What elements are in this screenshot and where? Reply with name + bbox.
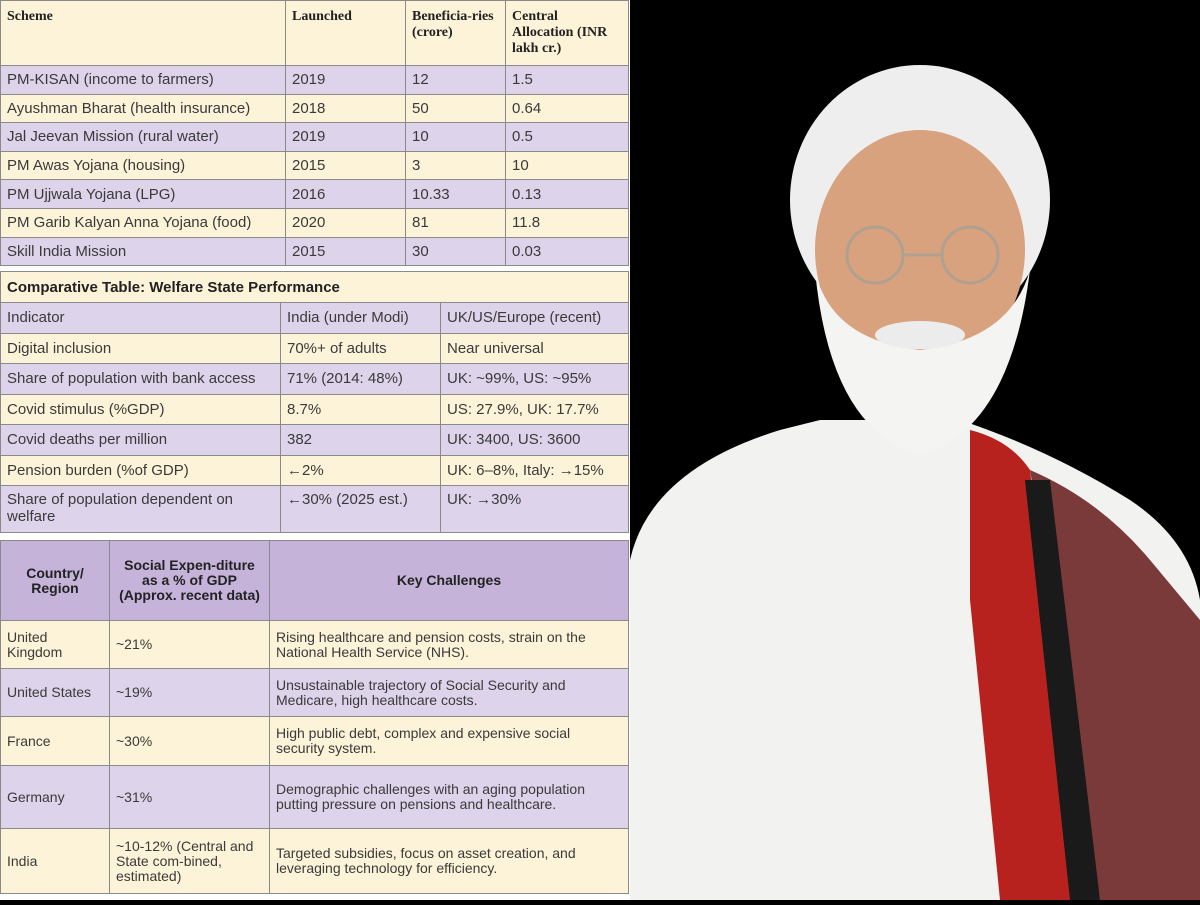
- table-row: Germany ~31% Demographic challenges with a…: [0, 765, 629, 829]
- scheme-cell: PM-KISAN (income to farmers): [0, 65, 286, 95]
- social-expenditure-table: Country/ Region Social Expen-diture as a…: [0, 540, 629, 894]
- allocation-cell: 0.13: [505, 179, 629, 209]
- indicator-cell: Covid stimulus (%GDP): [0, 393, 281, 425]
- western-cell: Near universal: [439, 332, 630, 364]
- allocation-cell: 0.64: [505, 93, 629, 124]
- challenges-cell: Demographic challenges with an aging pop…: [269, 765, 629, 829]
- table-row: Ayushman Bharat (health insurance) 2018 50…: [0, 93, 629, 124]
- table-row: United Kingdom ~21% Rising healthcare and …: [0, 620, 629, 669]
- indicator-cell: Share of population with bank access: [0, 363, 281, 395]
- table-title: Comparative Table: Welfare State Perform…: [0, 271, 630, 303]
- beneficiaries-cell: 10: [405, 122, 506, 152]
- country-cell: United States: [0, 668, 110, 717]
- challenges-cell: High public debt, complex and expensive …: [269, 716, 629, 766]
- expenditure-cell: ~30%: [109, 716, 270, 766]
- table-header-row: Indicator India (under Modi) UK/US/Europ…: [0, 302, 630, 334]
- india-cell: 8.7%: [280, 393, 441, 425]
- table-row: India ~10-12% (Central and State com-bine…: [0, 828, 629, 894]
- india-cell: 382: [280, 424, 441, 456]
- launched-cell: 2019: [285, 122, 406, 152]
- indicator-cell: Pension burden (%of GDP): [0, 454, 281, 486]
- allocation-cell: 1.5: [505, 65, 629, 95]
- beneficiaries-cell: 81: [405, 207, 506, 238]
- western-cell: US: 27.9%, UK: 17.7%: [439, 393, 630, 425]
- column-header: Launched: [285, 0, 406, 66]
- scheme-cell: PM Awas Yojana (housing): [0, 150, 286, 181]
- comparative-table: Comparative Table: Welfare State Perform…: [0, 271, 630, 533]
- launched-cell: 2018: [285, 93, 406, 124]
- challenges-cell: Unsustainable trajectory of Social Secur…: [269, 668, 629, 717]
- table-row: PM Awas Yojana (housing) 2015 3 10: [0, 150, 629, 181]
- challenges-cell: Targeted subsidies, focus on asset creat…: [269, 828, 629, 894]
- expenditure-cell: ~21%: [109, 620, 270, 669]
- expenditure-cell: ~10-12% (Central and State com-bined, es…: [109, 828, 270, 894]
- western-cell: UK: →30%: [439, 485, 630, 533]
- challenges-cell: Rising healthcare and pension costs, str…: [269, 620, 629, 669]
- western-cell: UK: 6–8%, Italy: →15%: [439, 454, 630, 486]
- scheme-cell: PM Ujjwala Yojana (LPG): [0, 179, 286, 209]
- beneficiaries-cell: 30: [405, 236, 506, 267]
- column-header: UK/US/Europe (recent): [439, 302, 630, 334]
- column-header: Country/ Region: [0, 540, 110, 621]
- launched-cell: 2015: [285, 150, 406, 181]
- launched-cell: 2020: [285, 207, 406, 238]
- india-cell: 70%+ of adults: [280, 332, 441, 364]
- column-header: Beneficia-ries (crore): [405, 0, 506, 66]
- table-row: PM-KISAN (income to farmers) 2019 12 1.5: [0, 65, 629, 95]
- table-row: Skill India Mission 2015 30 0.03: [0, 236, 629, 267]
- launched-cell: 2016: [285, 179, 406, 209]
- table-row: Pension burden (%of GDP) ←2% UK: 6–8%, Ita…: [0, 454, 630, 486]
- expenditure-cell: ~31%: [109, 765, 270, 829]
- indicator-cell: Covid deaths per million: [0, 424, 281, 456]
- schemes-table: Scheme Launched Beneficia-ries (crore) C…: [0, 0, 629, 267]
- country-cell: Germany: [0, 765, 110, 829]
- beneficiaries-cell: 12: [405, 65, 506, 95]
- western-cell: UK: 3400, US: 3600: [439, 424, 630, 456]
- table-header-row: Country/ Region Social Expen-diture as a…: [0, 540, 629, 621]
- india-cell: ←30% (2025 est.): [280, 485, 441, 533]
- beneficiaries-cell: 3: [405, 150, 506, 181]
- column-header: Key Challenges: [269, 540, 629, 621]
- table-row: Digital inclusion 70%+ of adults Near univ…: [0, 332, 630, 364]
- portrait-photo: [630, 0, 1200, 900]
- table-row: Covid stimulus (%GDP) 8.7% US: 27.9%, UK: …: [0, 393, 630, 425]
- table-row: PM Ujjwala Yojana (LPG) 2016 10.33 0.13: [0, 179, 629, 209]
- column-header: Social Expen-diture as a % of GDP (Appro…: [109, 540, 270, 621]
- scheme-cell: Skill India Mission: [0, 236, 286, 267]
- indicator-cell: Digital inclusion: [0, 332, 281, 364]
- column-header: Central Allocation (INR lakh cr.): [505, 0, 629, 66]
- portrait-image: [630, 65, 1200, 900]
- expenditure-cell: ~19%: [109, 668, 270, 717]
- indicator-cell: Share of population dependent on welfare: [0, 485, 281, 533]
- table-row: Share of population dependent on welfare…: [0, 485, 630, 533]
- scheme-cell: Ayushman Bharat (health insurance): [0, 93, 286, 124]
- launched-cell: 2019: [285, 65, 406, 95]
- india-cell: 71% (2014: 48%): [280, 363, 441, 395]
- beneficiaries-cell: 10.33: [405, 179, 506, 209]
- scheme-cell: Jal Jeevan Mission (rural water): [0, 122, 286, 152]
- country-cell: France: [0, 716, 110, 766]
- allocation-cell: 10: [505, 150, 629, 181]
- table-row: Share of population with bank access 71% …: [0, 363, 630, 395]
- india-cell: ←2%: [280, 454, 441, 486]
- table-row: United States ~19% Unsustainable trajector…: [0, 668, 629, 717]
- allocation-cell: 11.8: [505, 207, 629, 238]
- launched-cell: 2015: [285, 236, 406, 267]
- table-row: PM Garib Kalyan Anna Yojana (food) 2020 81…: [0, 207, 629, 238]
- table-row: France ~30% High public debt, complex and …: [0, 716, 629, 766]
- table-row: Covid deaths per million 382 UK: 3400, US:…: [0, 424, 630, 456]
- tables-panel: Scheme Launched Beneficia-ries (crore) C…: [0, 0, 630, 900]
- beneficiaries-cell: 50: [405, 93, 506, 124]
- column-header: India (under Modi): [280, 302, 441, 334]
- allocation-cell: 0.5: [505, 122, 629, 152]
- country-cell: United Kingdom: [0, 620, 110, 669]
- allocation-cell: 0.03: [505, 236, 629, 267]
- column-header: Indicator: [0, 302, 281, 334]
- country-cell: India: [0, 828, 110, 894]
- table-header-row: Scheme Launched Beneficia-ries (crore) C…: [0, 0, 629, 66]
- column-header: Scheme: [0, 0, 286, 66]
- scheme-cell: PM Garib Kalyan Anna Yojana (food): [0, 207, 286, 238]
- western-cell: UK: ~99%, US: ~95%: [439, 363, 630, 395]
- table-row: Jal Jeevan Mission (rural water) 2019 10 0.…: [0, 122, 629, 152]
